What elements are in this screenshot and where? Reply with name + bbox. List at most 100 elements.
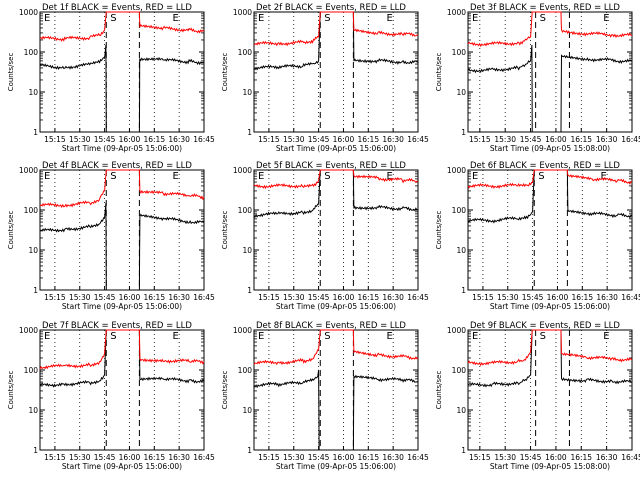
segment-marker: E bbox=[387, 171, 393, 182]
y-axis-label: Counts/sec bbox=[7, 211, 15, 250]
x-tick-label: 15:15 bbox=[472, 293, 494, 302]
chart-panel-5: Det 5f BLACK = Events, RED = LLD 1 10 100 10… bbox=[221, 161, 429, 311]
x-tick-label: 15:45 bbox=[308, 453, 330, 462]
x-tick-label: 15:30 bbox=[69, 135, 91, 144]
chart-title: Det 4f BLACK = Events, RED = LLD bbox=[42, 161, 192, 171]
y-tick-label: 10 bbox=[28, 406, 38, 415]
y-tick-label: 1 bbox=[33, 446, 38, 455]
series-line bbox=[39, 202, 205, 291]
x-tick-label: 16:00 bbox=[545, 135, 567, 144]
x-tick-label: 16:00 bbox=[333, 293, 355, 302]
x-tick-label: 16:45 bbox=[193, 453, 215, 462]
segment-marker: S bbox=[324, 331, 330, 342]
segment-marker: E bbox=[603, 331, 609, 342]
x-tick-label: 16:30 bbox=[382, 453, 404, 462]
y-tick-label: 1 bbox=[247, 286, 252, 295]
x-tick-label: 16:30 bbox=[382, 293, 404, 302]
chart-title: Det 3f BLACK = Events, RED = LLD bbox=[470, 3, 620, 13]
chart-title: Det 9f BLACK = Events, RED = LLD bbox=[470, 321, 620, 331]
segment-marker: E bbox=[173, 171, 179, 182]
x-tick-label: 15:45 bbox=[94, 453, 116, 462]
y-tick-label: 10 bbox=[242, 406, 252, 415]
series-line bbox=[467, 329, 633, 367]
x-tick-label: 16:45 bbox=[621, 135, 640, 144]
x-tick-label: 15:45 bbox=[522, 293, 544, 302]
segment-marker: E bbox=[258, 13, 264, 24]
segment-marker: E bbox=[472, 171, 478, 182]
y-tick-label: 1 bbox=[461, 446, 466, 455]
x-tick-label: 16:45 bbox=[407, 135, 429, 144]
y-axis-label: Counts/sec bbox=[221, 53, 229, 92]
chart-panel-2: Det 2f BLACK = Events, RED = LLD 1 10 100 10… bbox=[221, 3, 429, 153]
y-tick-label: 1000 bbox=[19, 8, 38, 17]
x-tick-label: 16:45 bbox=[621, 453, 640, 462]
x-tick-label: 16:15 bbox=[357, 293, 379, 302]
y-tick-label: 1000 bbox=[447, 166, 466, 175]
chart-title: Det 5f BLACK = Events, RED = LLD bbox=[256, 161, 406, 171]
y-axis-label: Counts/sec bbox=[221, 371, 229, 410]
plot-frame bbox=[467, 11, 633, 133]
x-axis-label: Start Time (09-Apr-05 15:06:00) bbox=[276, 302, 396, 311]
chart-title: Det 1f BLACK = Events, RED = LLD bbox=[42, 3, 192, 13]
x-tick-label: 15:30 bbox=[283, 135, 305, 144]
x-tick-label: 15:15 bbox=[469, 135, 491, 144]
segment-marker: S bbox=[324, 171, 330, 182]
series-line bbox=[39, 11, 205, 42]
segment-marker: E bbox=[472, 13, 478, 24]
chart-panel-3: Det 3f BLACK = Events, RED = LLD 1 10 100 10… bbox=[435, 3, 640, 153]
chart-panel-7: Det 7f BLACK = Events, RED = LLD 1 10 100 10… bbox=[7, 321, 215, 471]
series-line bbox=[467, 169, 633, 189]
x-tick-label: 15:15 bbox=[258, 293, 280, 302]
x-tick-label: 15:15 bbox=[258, 135, 280, 144]
chart-panel-1: Det 1f BLACK = Events, RED = LLD 1 10 100 10… bbox=[7, 3, 215, 153]
x-tick-label: 15:45 bbox=[94, 293, 116, 302]
y-tick-label: 100 bbox=[452, 48, 467, 57]
chart-title: Det 6f BLACK = Events, RED = LLD bbox=[470, 161, 620, 171]
segment-marker: S bbox=[540, 331, 546, 342]
x-tick-label: 16:00 bbox=[119, 453, 141, 462]
y-tick-label: 100 bbox=[452, 366, 467, 375]
x-tick-label: 15:15 bbox=[44, 453, 66, 462]
y-tick-label: 1000 bbox=[19, 166, 38, 175]
x-axis-label: Start Time (09-Apr-05 15:06:00) bbox=[490, 302, 610, 311]
y-tick-label: 100 bbox=[238, 366, 253, 375]
y-tick-label: 1000 bbox=[447, 8, 466, 17]
segment-marker: S bbox=[110, 331, 116, 342]
segment-marker: E bbox=[258, 331, 264, 342]
x-tick-label: 16:15 bbox=[571, 293, 593, 302]
x-axis-label: Start Time (09-Apr-05 15:06:00) bbox=[62, 144, 182, 153]
x-tick-label: 16:00 bbox=[547, 293, 569, 302]
y-tick-label: 1000 bbox=[233, 166, 252, 175]
segment-marker: S bbox=[110, 13, 116, 24]
segment-marker: E bbox=[44, 331, 50, 342]
x-tick-label: 15:15 bbox=[44, 293, 66, 302]
x-axis-label: Start Time (09-Apr-05 15:06:00) bbox=[276, 462, 396, 471]
x-tick-label: 15:15 bbox=[258, 453, 280, 462]
y-tick-label: 10 bbox=[456, 406, 466, 415]
y-axis-label: Counts/sec bbox=[7, 371, 15, 410]
segment-marker: E bbox=[601, 171, 607, 182]
y-tick-label: 1000 bbox=[19, 326, 38, 335]
y-tick-label: 100 bbox=[24, 206, 39, 215]
segment-marker: E bbox=[173, 13, 179, 24]
y-axis-label: Counts/sec bbox=[221, 211, 229, 250]
series-line bbox=[253, 169, 419, 190]
x-tick-label: 16:15 bbox=[143, 293, 165, 302]
y-tick-label: 1 bbox=[33, 286, 38, 295]
y-tick-label: 10 bbox=[28, 246, 38, 255]
series-line bbox=[39, 329, 205, 370]
x-tick-label: 16:45 bbox=[193, 293, 215, 302]
y-tick-label: 10 bbox=[456, 88, 466, 97]
y-tick-label: 10 bbox=[28, 88, 38, 97]
x-tick-label: 16:00 bbox=[119, 293, 141, 302]
y-tick-label: 1 bbox=[247, 128, 252, 137]
chart-title: Det 8f BLACK = Events, RED = LLD bbox=[256, 321, 406, 331]
segment-marker: E bbox=[258, 171, 264, 182]
x-tick-label: 16:15 bbox=[357, 453, 379, 462]
segment-marker: S bbox=[540, 13, 546, 24]
x-tick-label: 15:15 bbox=[469, 453, 491, 462]
chart-title: Det 2f BLACK = Events, RED = LLD bbox=[256, 3, 406, 13]
series-line bbox=[39, 169, 205, 209]
y-tick-label: 10 bbox=[456, 246, 466, 255]
x-axis-label: Start Time (09-Apr-05 15:06:00) bbox=[62, 462, 182, 471]
